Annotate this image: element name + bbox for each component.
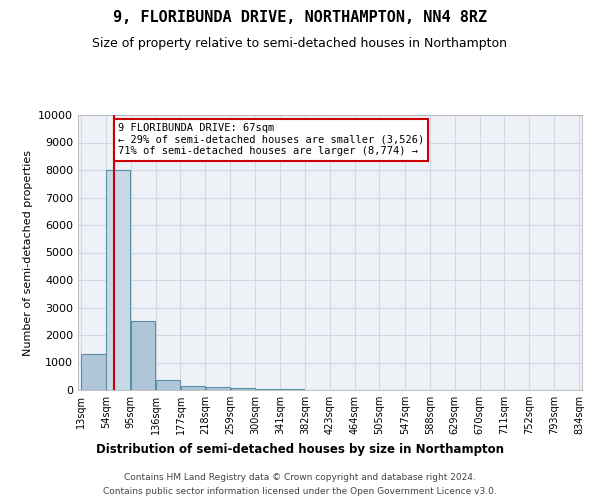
Bar bbox=[181, 386, 205, 390]
Bar bbox=[256, 389, 280, 390]
Text: Contains public sector information licensed under the Open Government Licence v3: Contains public sector information licen… bbox=[103, 488, 497, 496]
Bar bbox=[156, 380, 180, 390]
Bar bbox=[82, 354, 106, 390]
Text: Contains HM Land Registry data © Crown copyright and database right 2024.: Contains HM Land Registry data © Crown c… bbox=[124, 472, 476, 482]
Y-axis label: Number of semi-detached properties: Number of semi-detached properties bbox=[23, 150, 32, 356]
Text: Size of property relative to semi-detached houses in Northampton: Size of property relative to semi-detach… bbox=[92, 38, 508, 51]
Text: 9 FLORIBUNDA DRIVE: 67sqm
← 29% of semi-detached houses are smaller (3,526)
71% : 9 FLORIBUNDA DRIVE: 67sqm ← 29% of semi-… bbox=[118, 123, 424, 156]
Bar bbox=[230, 388, 255, 390]
Text: Distribution of semi-detached houses by size in Northampton: Distribution of semi-detached houses by … bbox=[96, 442, 504, 456]
Bar bbox=[131, 322, 155, 390]
Text: 9, FLORIBUNDA DRIVE, NORTHAMPTON, NN4 8RZ: 9, FLORIBUNDA DRIVE, NORTHAMPTON, NN4 8R… bbox=[113, 10, 487, 25]
Bar bbox=[106, 170, 130, 390]
Bar bbox=[206, 387, 230, 390]
